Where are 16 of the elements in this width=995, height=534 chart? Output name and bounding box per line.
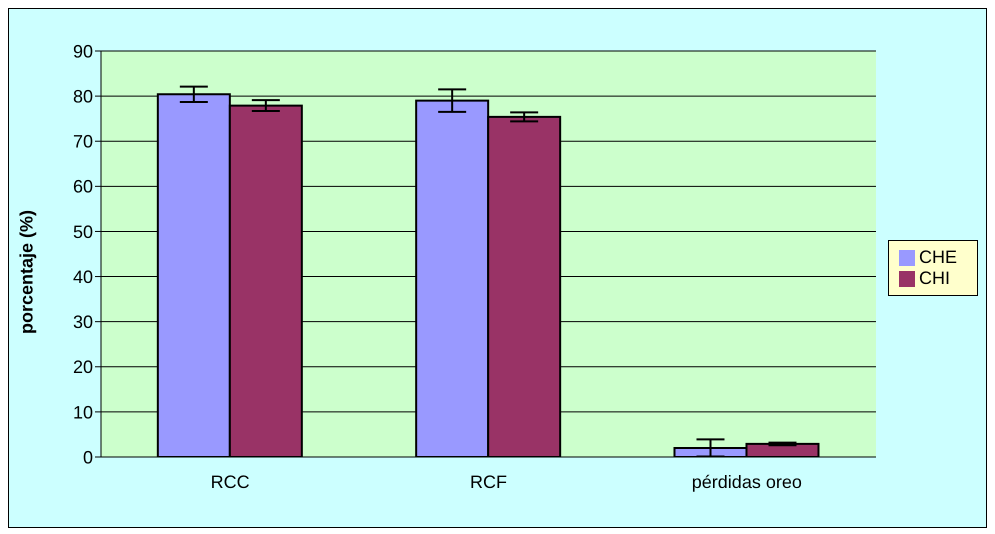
y-axis-title: porcentaje (%) [16,210,36,334]
y-tick-label: 30 [72,312,93,332]
y-tick-label: 70 [72,132,93,152]
y-tick-label: 90 [72,41,93,62]
y-tick-label: 50 [72,222,93,242]
y-tick-label: 10 [72,402,93,422]
y-tick-label: 40 [72,266,93,287]
legend-label: CHI [918,268,950,288]
x-tick-label: RCC [210,472,250,492]
y-tick-label: 60 [72,176,93,197]
legend-label: CHE [918,247,957,267]
x-tick-label: pérdidas oreo [692,472,802,492]
y-tick-label: 20 [72,357,93,378]
y-tick-label: 80 [72,86,93,106]
x-tick-label: RCF [470,472,507,492]
y-tick-label: 0 [82,447,93,468]
